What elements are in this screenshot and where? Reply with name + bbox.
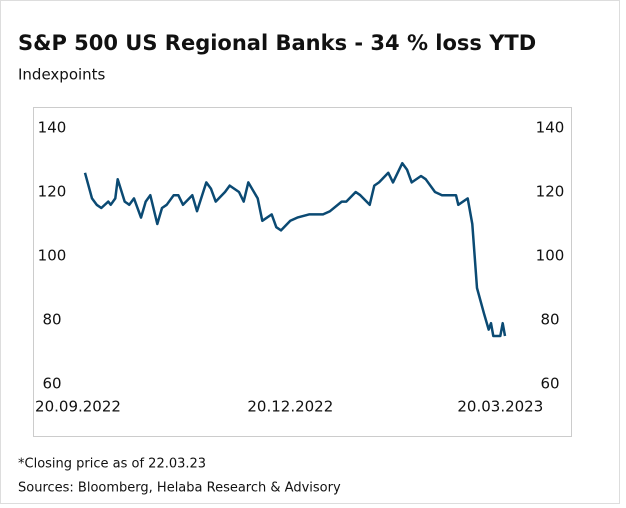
source: Sources: Bloomberg, Helaba Research & Ad…	[18, 481, 341, 496]
x-tick-label: 20.12.2022	[247, 398, 333, 416]
y2-tick-label: 60	[540, 375, 559, 393]
chart-subtitle: Indexpoints	[18, 66, 106, 84]
y-tick-label: 120	[38, 183, 67, 201]
y-tick-label: 80	[42, 311, 61, 329]
line	[83, 161, 507, 338]
y-tick-label: 140	[38, 119, 67, 137]
plot-frame	[33, 107, 572, 437]
y2-tick-label: 140	[536, 119, 565, 137]
y-tick-label: 100	[38, 247, 67, 265]
y-tick-label: 60	[42, 375, 61, 393]
chart-title: S&P 500 US Regional Banks - 34 % loss YT…	[18, 31, 536, 55]
x-tick-label: 20.09.2022	[35, 398, 121, 416]
x-tick-label: 20.03.2023	[457, 398, 543, 416]
y2-tick-label: 100	[536, 247, 565, 265]
footnote: *Closing price as of 22.03.23	[18, 457, 206, 472]
y2-tick-label: 120	[536, 183, 565, 201]
y2-tick-label: 80	[540, 311, 559, 329]
